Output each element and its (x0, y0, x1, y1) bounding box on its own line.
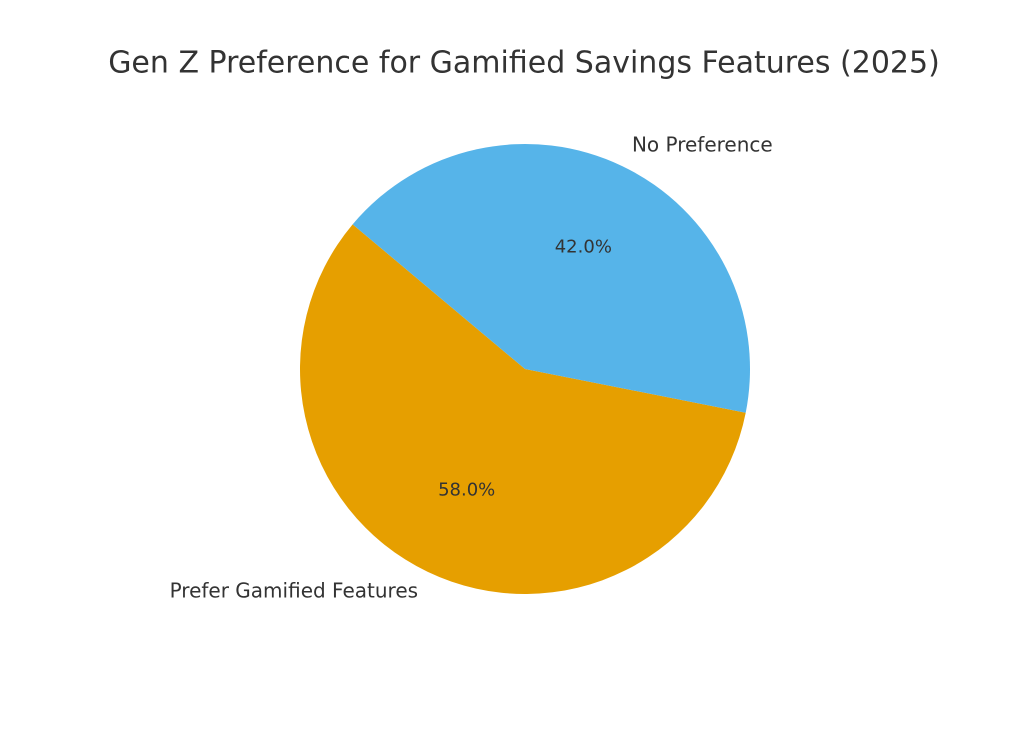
chart-title: Gen Z Preference for Gamified Savings Fe… (108, 46, 940, 81)
percent-label: 42.0% (555, 236, 612, 257)
pie-wedge (300, 224, 746, 594)
wedge-label: Prefer Gamified Features (170, 579, 418, 603)
percent-label: 58.0% (438, 480, 495, 501)
pie-wedge (352, 143, 750, 413)
wedge-label: No Preference (632, 132, 773, 156)
